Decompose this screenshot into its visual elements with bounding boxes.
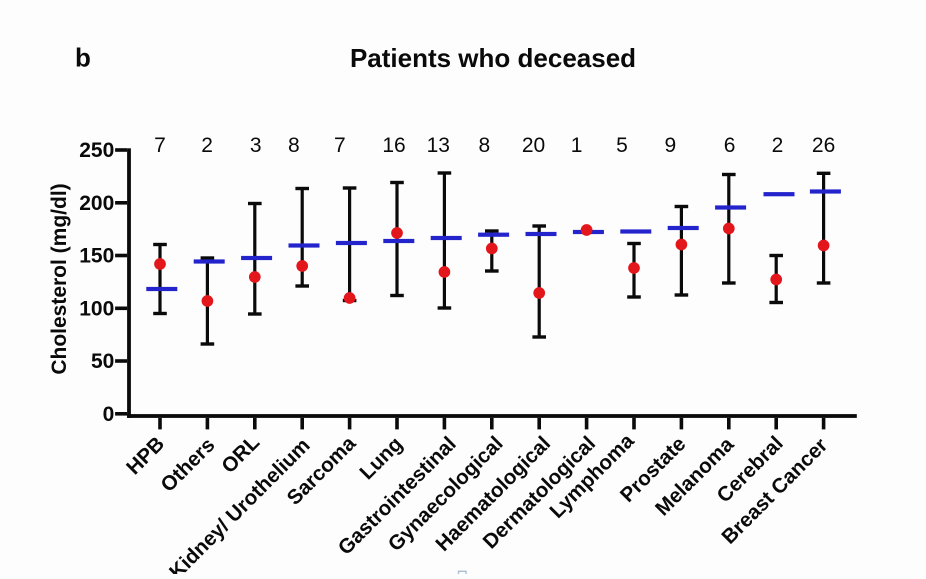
svg-text:0: 0	[103, 403, 115, 426]
svg-text:50: 50	[91, 350, 114, 373]
svg-text:8: 8	[288, 134, 300, 157]
svg-text:16: 16	[382, 134, 405, 157]
svg-text:20: 20	[522, 134, 545, 157]
svg-text:150: 150	[79, 245, 114, 268]
svg-text:Cholesterol (mg/dl): Cholesterol (mg/dl)	[48, 183, 71, 374]
svg-text:250: 250	[79, 139, 114, 162]
svg-text:2: 2	[772, 134, 784, 157]
svg-text:26: 26	[812, 134, 835, 157]
svg-text:2: 2	[201, 134, 213, 157]
svg-text:5: 5	[616, 134, 628, 157]
svg-text:1: 1	[571, 134, 583, 157]
svg-text:Patients who deceased: Patients who deceased	[350, 43, 636, 73]
svg-text:200: 200	[79, 192, 114, 215]
svg-text:7: 7	[154, 134, 166, 157]
svg-text:8: 8	[479, 134, 491, 157]
svg-text:7: 7	[334, 134, 346, 157]
svg-text:b: b	[75, 43, 91, 73]
svg-text:9: 9	[665, 134, 677, 157]
svg-text:13: 13	[427, 134, 450, 157]
svg-text:3: 3	[250, 134, 262, 157]
svg-text:6: 6	[724, 134, 736, 157]
svg-text:100: 100	[79, 298, 114, 321]
